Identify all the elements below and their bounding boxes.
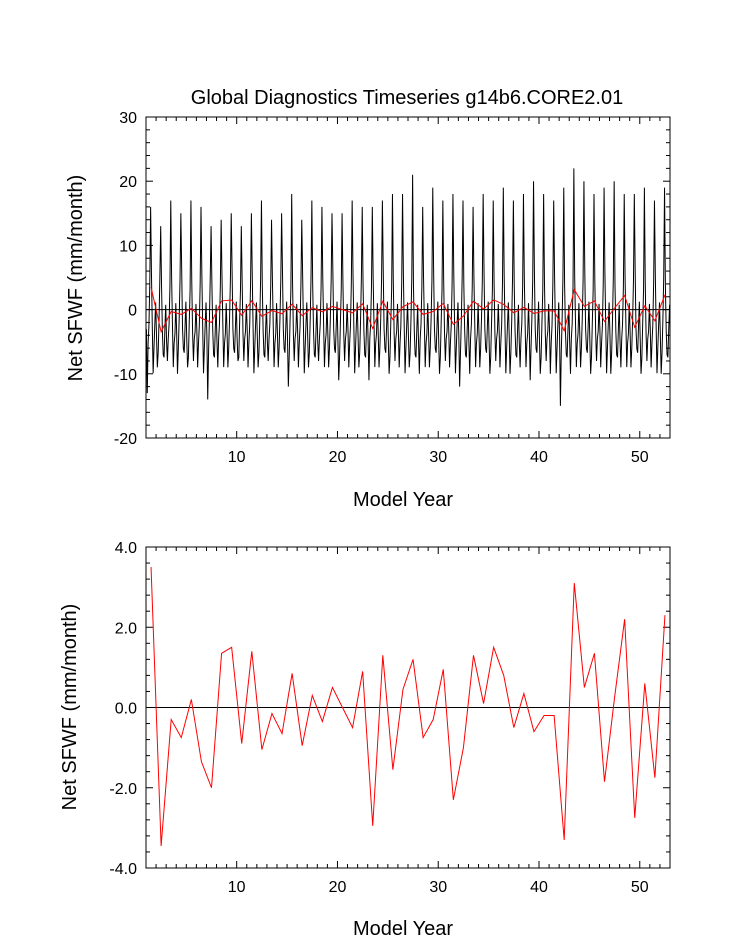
bottom-x-tick-label: 50 bbox=[631, 879, 649, 896]
top-y-axis-label: Net SFWF (mm/month) bbox=[65, 175, 87, 382]
top-x-tick-label: 50 bbox=[631, 449, 649, 466]
bottom-y-tick-label: 2.0 bbox=[115, 620, 137, 637]
bottom-chart: 10 20 30 40 50 -4.0 -2.0 0.0 2.0 4.0 Model Year N… bbox=[59, 540, 671, 940]
top-x-tick-label: 30 bbox=[429, 449, 447, 466]
top-x-tick-label: 10 bbox=[228, 449, 246, 466]
bottom-y-tick-label: -2.0 bbox=[109, 781, 137, 798]
chart-title: Global Diagnostics Timeseries g14b6.CORE… bbox=[191, 87, 623, 109]
top-plot-frame bbox=[145, 116, 671, 439]
bottom-x-tick-label: 30 bbox=[429, 879, 447, 896]
top-x-tick-label: 20 bbox=[329, 449, 347, 466]
top-y-tick-label: 10 bbox=[119, 238, 137, 255]
top-chart: Global Diagnostics Timeseries g14b6.CORE… bbox=[65, 87, 671, 511]
bottom-series-annual-mean bbox=[150, 567, 666, 846]
bottom-x-tick-label: 10 bbox=[228, 879, 246, 896]
top-x-tick-label: 40 bbox=[530, 449, 548, 466]
top-x-axis-label: Model Year bbox=[353, 489, 453, 511]
bottom-y-tick-label: 0.0 bbox=[115, 701, 137, 718]
bottom-x-tick-label: 20 bbox=[329, 879, 347, 896]
top-y-tick-label: -20 bbox=[114, 431, 137, 448]
bottom-x-tick-label: 40 bbox=[530, 879, 548, 896]
top-y-tick-label: -10 bbox=[114, 367, 137, 384]
top-series-annual-mean bbox=[150, 287, 666, 334]
bottom-x-axis-label: Model Year bbox=[353, 918, 453, 940]
top-y-tick-label: 30 bbox=[119, 110, 137, 127]
bottom-y-tick-label: 4.0 bbox=[115, 540, 137, 557]
top-y-tick-label: 0 bbox=[128, 303, 137, 320]
top-plot-area: 10 20 30 40 50 -20 -10 0 10 20 30 bbox=[114, 110, 671, 466]
bottom-y-axis-label: Net SFWF (mm/month) bbox=[59, 604, 81, 811]
top-series-monthly bbox=[146, 168, 670, 406]
bottom-plot-area: 10 20 30 40 50 -4.0 -2.0 0.0 2.0 4.0 bbox=[109, 540, 671, 896]
top-y-tick-label: 20 bbox=[119, 174, 137, 191]
bottom-y-tick-label: -4.0 bbox=[109, 861, 137, 878]
